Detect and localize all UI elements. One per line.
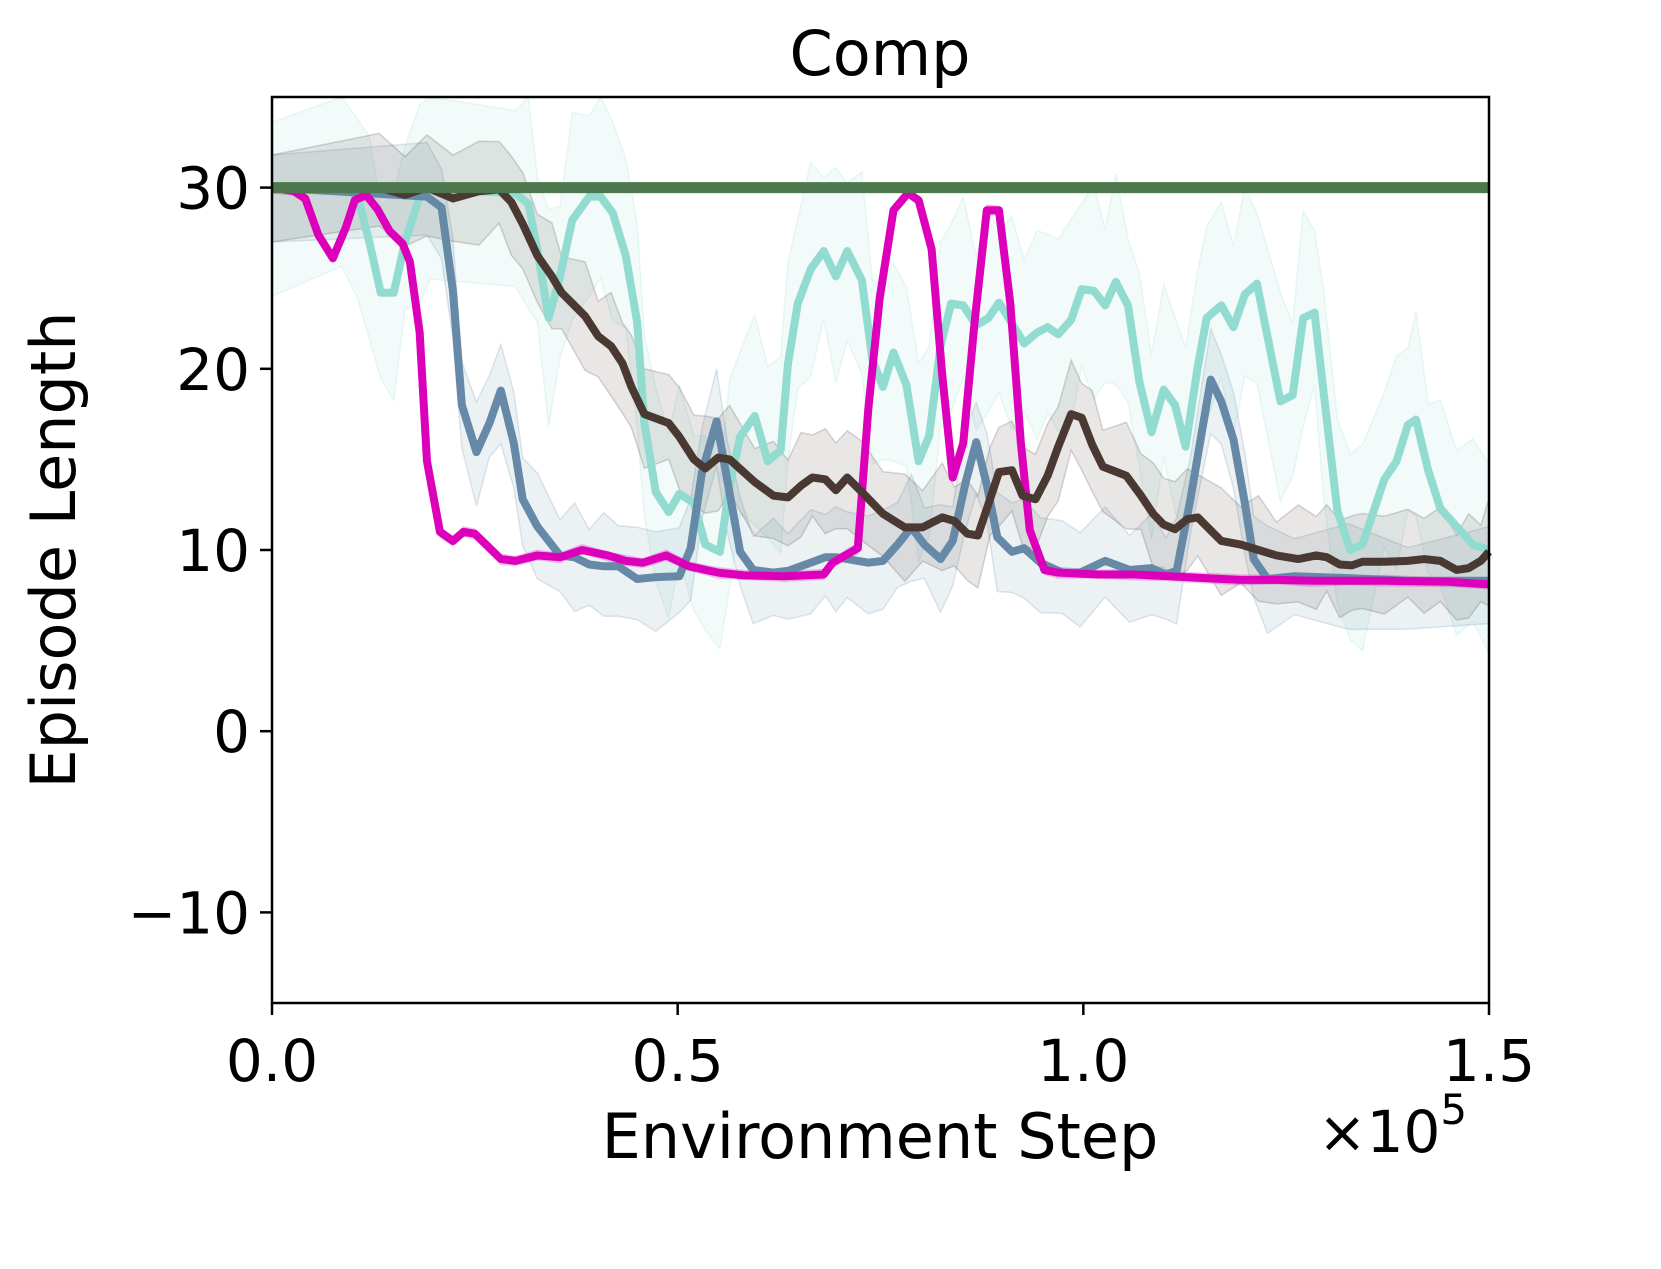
x-tick-label: 0.5 (632, 1027, 724, 1095)
series-line-3 (272, 183, 1492, 574)
x-axis-multiplier-exponent: 5 (1440, 1085, 1467, 1134)
x-axis: 0.0 0.5 1.0 1.5 (226, 1003, 1535, 1095)
y-tick-label: −10 (128, 879, 250, 947)
y-tick-label: 0 (213, 698, 250, 766)
y-axis-label: Episode Length (17, 311, 90, 788)
y-tick-label: 20 (176, 336, 250, 404)
x-tick-label: 0.0 (226, 1027, 318, 1095)
y-axis: −10 0 10 20 30 (128, 155, 272, 947)
series-line-2 (271, 183, 1490, 589)
x-axis-multiplier: ×105 (1318, 1085, 1467, 1166)
x-tick-label: 1.5 (1443, 1027, 1535, 1095)
y-tick-label: 10 (176, 517, 250, 585)
x-axis-label: Environment Step (602, 1100, 1159, 1173)
chart-title: Comp (790, 17, 971, 90)
x-tick-label: 1.0 (1037, 1027, 1129, 1095)
series-line-0 (271, 183, 1491, 556)
series-lines (271, 182, 1492, 589)
y-tick-label: 30 (176, 155, 250, 223)
